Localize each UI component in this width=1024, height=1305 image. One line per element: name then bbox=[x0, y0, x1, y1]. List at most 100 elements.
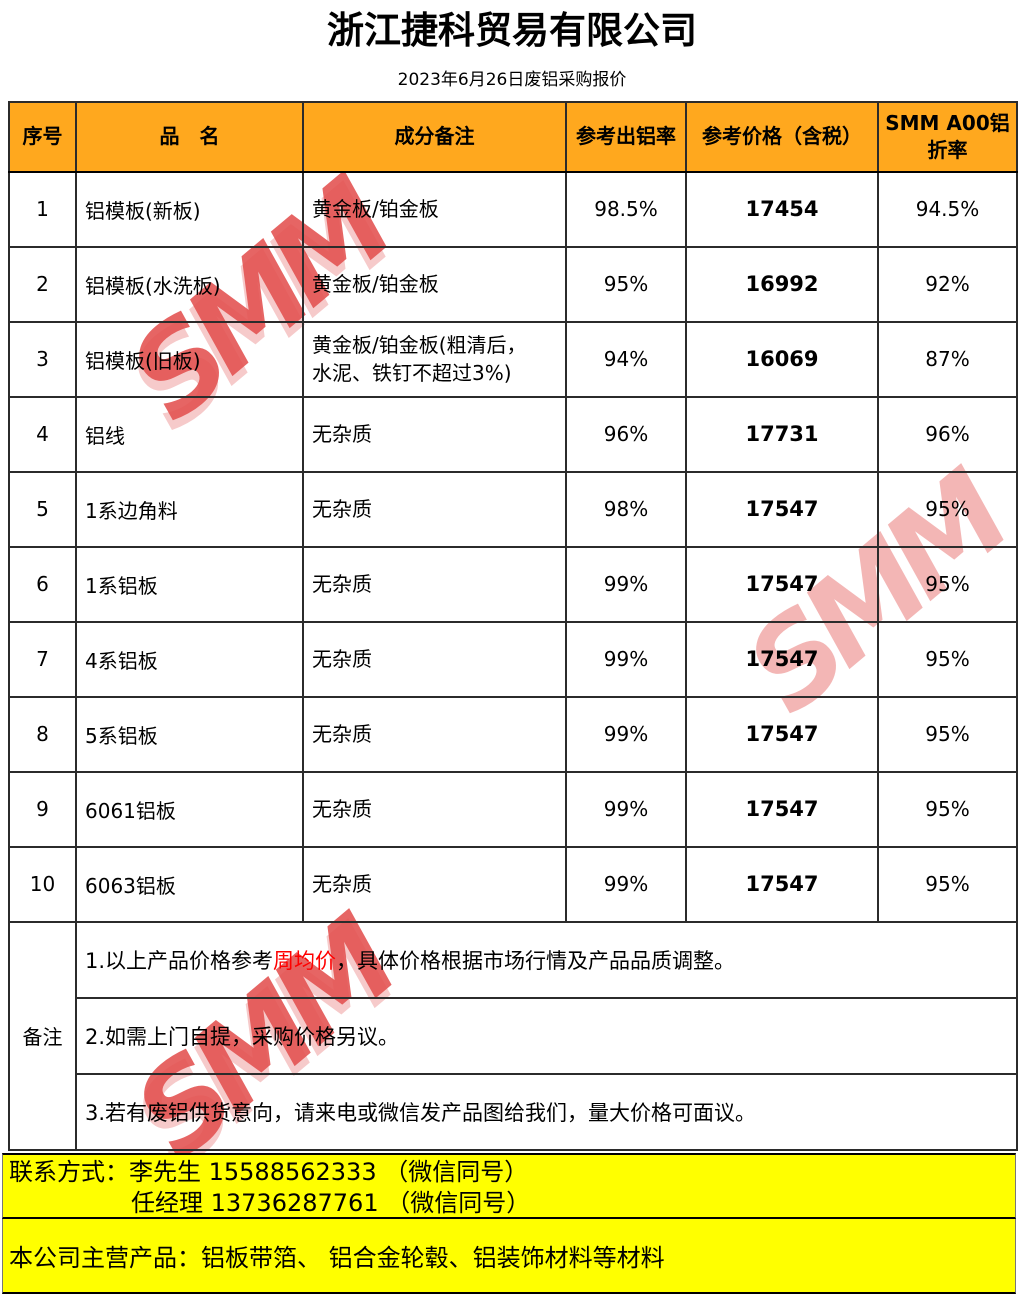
col-header-composition-note: 成分备注 bbox=[302, 100, 567, 173]
remarks-row: 2.如需上门自提，采购价格另议。 bbox=[9, 996, 1018, 1075]
product-name: 1系边角料 bbox=[75, 470, 304, 548]
reference-price: 17547 bbox=[685, 470, 879, 548]
row-index: 2 bbox=[8, 245, 77, 323]
remark-1-suffix: ，具体价格根据市场行情及产品品质调整。 bbox=[336, 948, 736, 973]
yield-rate: 95% bbox=[565, 245, 687, 323]
composition-note: 无杂质 bbox=[302, 470, 567, 548]
yield-rate: 98.5% bbox=[565, 170, 687, 248]
main-products-block: 本公司主营产品：铝板带箔、 铝合金轮毂、铝装饰材料等材料 bbox=[2, 1218, 1016, 1294]
remark-item-2: 2.如需上门自提，采购价格另议。 bbox=[75, 996, 1018, 1075]
note-line: 无杂质 bbox=[312, 722, 372, 747]
col-header-yield-rate: 参考出铝率 bbox=[565, 100, 687, 173]
table-row: 10 6063铝板 无杂质 99% 17547 95% bbox=[8, 845, 1018, 923]
row-index: 5 bbox=[8, 470, 77, 548]
smm-discount: 95% bbox=[877, 845, 1018, 923]
note-line: 无杂质 bbox=[312, 797, 372, 822]
table-row: 3 铝模板(旧板) 黄金板/铂金板(粗清后， 水泥、铁钉不超过3%) 94% 1… bbox=[8, 320, 1018, 398]
yield-rate: 94% bbox=[565, 320, 687, 398]
remark-1-prefix: 1.以上产品价格参考 bbox=[85, 948, 274, 973]
note-line: 水泥、铁钉不超过3%) bbox=[312, 361, 512, 386]
contact-line-1: 联系方式：李先生 15588562333 （微信同号） bbox=[9, 1157, 529, 1186]
row-index: 3 bbox=[8, 320, 77, 398]
smm-discount: 95% bbox=[877, 620, 1018, 698]
reference-price: 17547 bbox=[685, 845, 879, 923]
yield-rate: 96% bbox=[565, 395, 687, 473]
row-index: 7 bbox=[8, 620, 77, 698]
remarks-row: 备注 1.以上产品价格参考周均价，具体价格根据市场行情及产品品质调整。 bbox=[8, 920, 1018, 1151]
col-header-smm-line1: SMM A00铝 bbox=[885, 110, 1010, 135]
row-index: 6 bbox=[8, 545, 77, 623]
quote-date-subtitle: 2023年6月26日废铝采购报价 bbox=[397, 69, 627, 90]
col-header-index: 序号 bbox=[8, 100, 77, 173]
reference-price: 17454 bbox=[685, 170, 879, 248]
company-title: 浙江捷科贸易有限公司 bbox=[327, 9, 697, 52]
table-row: 5 1系边角料 无杂质 98% 17547 95% bbox=[8, 470, 1018, 548]
note-line: 黄金板/铂金板 bbox=[312, 197, 439, 222]
smm-discount: 92% bbox=[877, 245, 1018, 323]
composition-note: 黄金板/铂金板 bbox=[302, 245, 567, 323]
col-header-reference-price: 参考价格（含税） bbox=[685, 100, 879, 173]
reference-price: 16992 bbox=[685, 245, 879, 323]
yield-rate: 99% bbox=[565, 545, 687, 623]
col-header-smm-discount: SMM A00铝 折率 bbox=[877, 100, 1018, 173]
table-row: 8 5系铝板 无杂质 99% 17547 95% bbox=[8, 695, 1018, 773]
yield-rate: 99% bbox=[565, 620, 687, 698]
remarks-label: 备注 bbox=[8, 920, 77, 1151]
yield-rate: 99% bbox=[565, 770, 687, 848]
product-name: 1系铝板 bbox=[75, 545, 304, 623]
contact-block: 联系方式：李先生 15588562333 （微信同号） 任经理 13736287… bbox=[2, 1152, 1016, 1219]
weekly-average-price-highlight: 周均价 bbox=[273, 948, 337, 973]
row-index: 1 bbox=[8, 170, 77, 248]
row-index: 9 bbox=[8, 770, 77, 848]
remark-item-1: 1.以上产品价格参考周均价，具体价格根据市场行情及产品品质调整。 bbox=[75, 920, 1018, 999]
contact-line-2: 任经理 13736287761 （微信同号） bbox=[131, 1188, 531, 1217]
note-line: 无杂质 bbox=[312, 497, 372, 522]
product-name: 铝模板(旧板) bbox=[75, 320, 304, 398]
smm-discount: 87% bbox=[877, 320, 1018, 398]
smm-discount: 96% bbox=[877, 395, 1018, 473]
table-row: 2 铝模板(水洗板) 黄金板/铂金板 95% 16992 92% bbox=[8, 245, 1018, 323]
reference-price: 16069 bbox=[685, 320, 879, 398]
note-line: 无杂质 bbox=[312, 572, 372, 597]
remark-item-3: 3.若有废铝供货意向，请来电或微信发产品图给我们，量大价格可面议。 bbox=[75, 1072, 1018, 1151]
note-line: 无杂质 bbox=[312, 422, 372, 447]
reference-price: 17547 bbox=[685, 620, 879, 698]
remarks-row: 3.若有废铝供货意向，请来电或微信发产品图给我们，量大价格可面议。 bbox=[9, 1072, 1018, 1151]
composition-note: 无杂质 bbox=[302, 395, 567, 473]
table-header-row: 序号 品 名 成分备注 参考出铝率 参考价格（含税） SMM A00铝 折率 bbox=[8, 100, 1018, 173]
product-name: 4系铝板 bbox=[75, 620, 304, 698]
reference-price: 17547 bbox=[685, 770, 879, 848]
composition-note: 无杂质 bbox=[302, 620, 567, 698]
smm-discount: 95% bbox=[877, 470, 1018, 548]
table-row: 1 铝模板(新板) 黄金板/铂金板 98.5% 17454 94.5% bbox=[8, 170, 1018, 248]
composition-note: 无杂质 bbox=[302, 695, 567, 773]
smm-discount: 94.5% bbox=[877, 170, 1018, 248]
smm-discount: 95% bbox=[877, 545, 1018, 623]
row-index: 10 bbox=[8, 845, 77, 923]
yield-rate: 99% bbox=[565, 845, 687, 923]
reference-price: 17547 bbox=[685, 545, 879, 623]
col-header-product-name: 品 名 bbox=[75, 100, 304, 173]
product-name: 铝模板(新板) bbox=[75, 170, 304, 248]
composition-note: 黄金板/铂金板(粗清后， 水泥、铁钉不超过3%) bbox=[302, 320, 567, 398]
product-name: 6063铝板 bbox=[75, 845, 304, 923]
table-row: 9 6061铝板 无杂质 99% 17547 95% bbox=[8, 770, 1018, 848]
composition-note: 无杂质 bbox=[302, 845, 567, 923]
yield-rate: 98% bbox=[565, 470, 687, 548]
table-row: 7 4系铝板 无杂质 99% 17547 95% bbox=[8, 620, 1018, 698]
product-name: 5系铝板 bbox=[75, 695, 304, 773]
table-row: 4 铝线 无杂质 96% 17731 96% bbox=[8, 395, 1018, 473]
product-name: 铝线 bbox=[75, 395, 304, 473]
composition-note: 无杂质 bbox=[302, 770, 567, 848]
composition-note: 黄金板/铂金板 bbox=[302, 170, 567, 248]
product-name: 6061铝板 bbox=[75, 770, 304, 848]
reference-price: 17547 bbox=[685, 695, 879, 773]
row-index: 8 bbox=[8, 695, 77, 773]
yield-rate: 99% bbox=[565, 695, 687, 773]
price-table: 序号 品 名 成分备注 参考出铝率 参考价格（含税） SMM A00铝 折率 1… bbox=[8, 100, 1018, 1151]
smm-discount: 95% bbox=[877, 770, 1018, 848]
note-line: 无杂质 bbox=[312, 872, 372, 897]
reference-price: 17731 bbox=[685, 395, 879, 473]
